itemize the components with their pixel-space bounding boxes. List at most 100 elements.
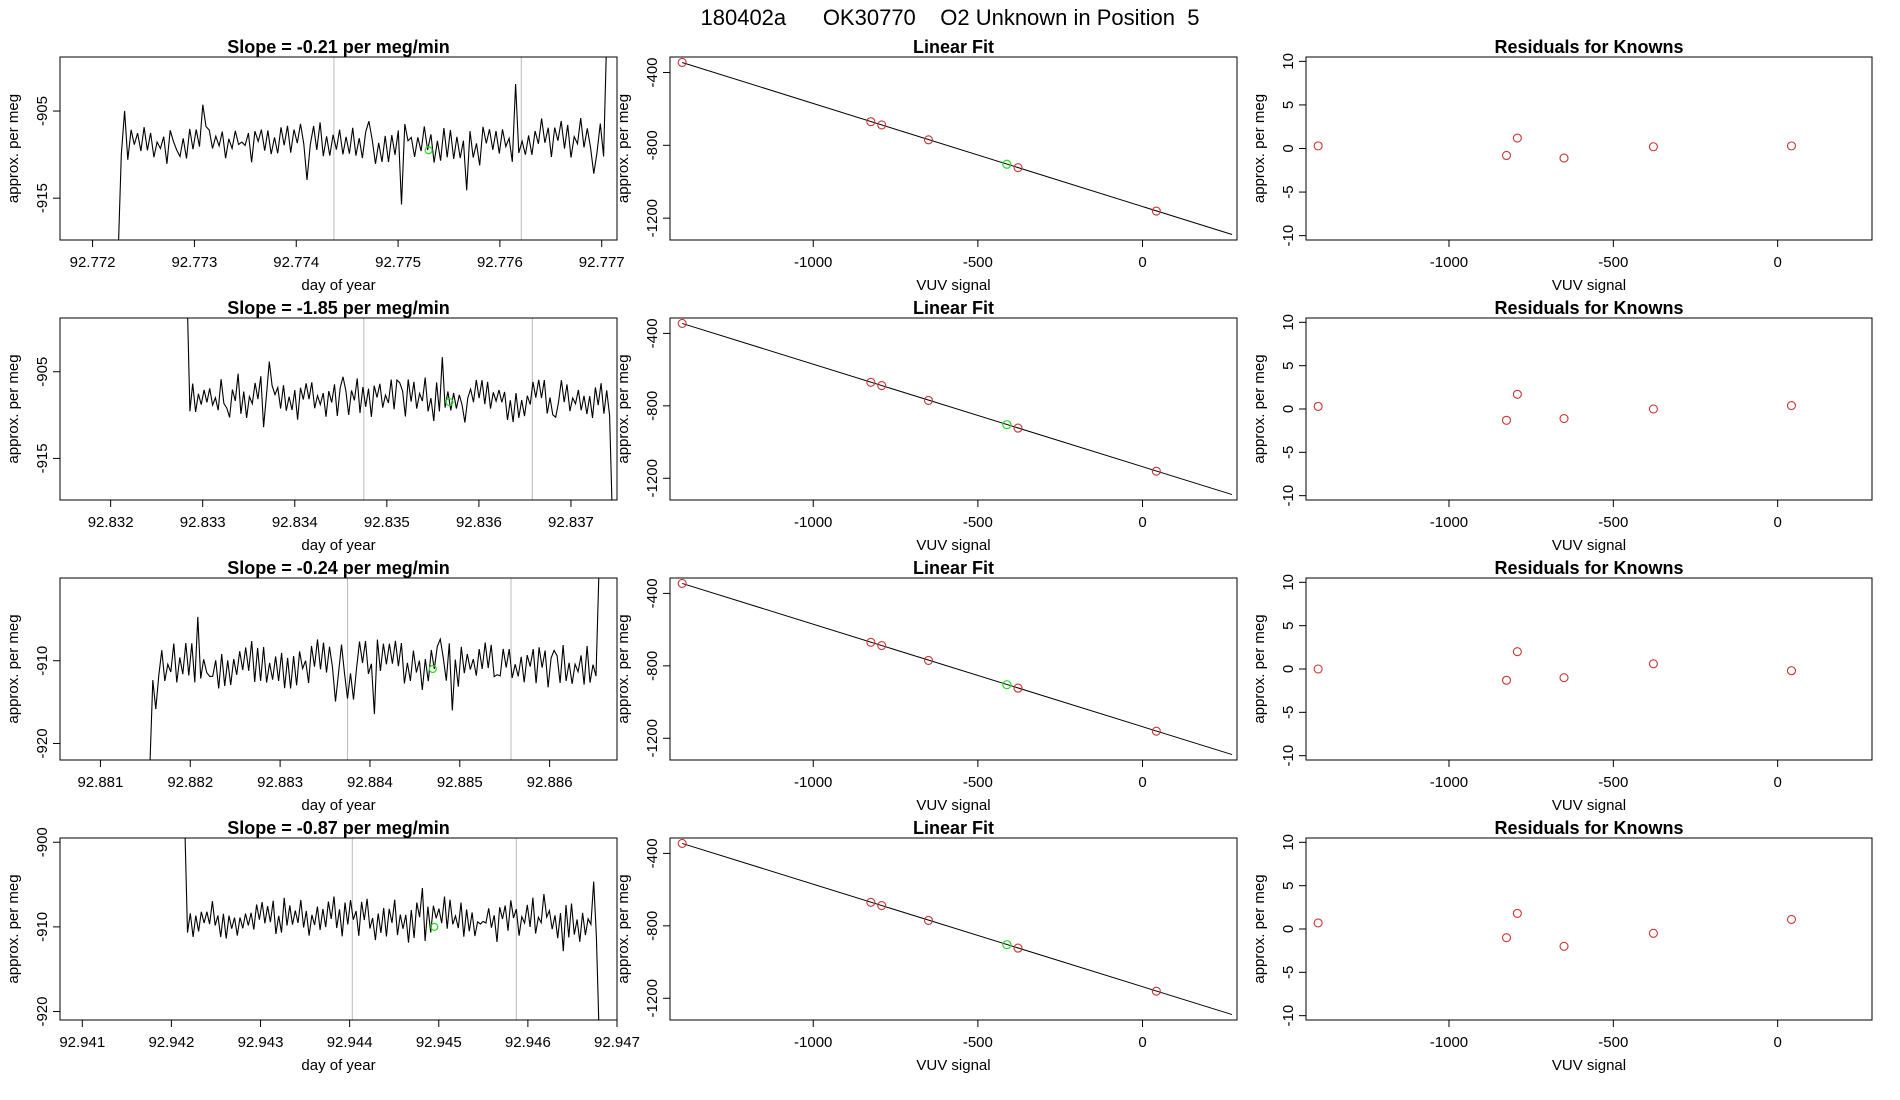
residuals-x-tick-label: -1000 <box>1430 254 1468 271</box>
residuals-x-axis-label: VUV signal <box>1552 1057 1626 1074</box>
timeseries-title: Slope = -1.85 per meg/min <box>227 298 450 318</box>
timeseries-y-tick-label: -920 <box>34 728 51 758</box>
timeseries-x-tick-label: 92.945 <box>416 1034 462 1051</box>
residuals-title: Residuals for Knowns <box>1494 818 1683 838</box>
known-point <box>877 120 887 130</box>
known-point <box>677 57 687 68</box>
unknown-point <box>424 146 433 155</box>
residuals-plot-frame <box>1305 56 1873 241</box>
timeseries-x-tick-label: 92.832 <box>88 514 134 531</box>
fit-line <box>682 322 1233 496</box>
timeseries-y-axis-label: approx. per meg <box>5 614 22 723</box>
residuals-y-tick-label: 5 <box>1280 621 1297 629</box>
linear-fit-y-tick-label: -1200 <box>644 979 661 1017</box>
linear-fit-x-tick-label: 0 <box>1138 1034 1146 1051</box>
timeseries-x-tick-label: 92.943 <box>238 1034 284 1051</box>
residuals-x-tick-label: 0 <box>1773 1034 1781 1051</box>
residual-point <box>1786 400 1797 411</box>
linear-fit-y-tick-label: -1200 <box>644 459 661 497</box>
timeseries-x-axis-label: day of year <box>301 537 375 554</box>
linear-fit-panel: Linear Fit VUV signal approx. per meg -1000… <box>615 37 1238 294</box>
residuals-x-tick-label: -500 <box>1598 1034 1628 1051</box>
timeseries-x-tick-label: 92.885 <box>437 774 483 791</box>
timeseries-y-axis-label: approx. per meg <box>5 354 22 463</box>
panel-grid: Slope = -0.21 per meg/min day of year appr… <box>5 37 1873 1074</box>
residuals-plot-frame <box>1305 577 1873 761</box>
linear-fit-x-axis-label: VUV signal <box>916 1057 990 1074</box>
linear-fit-y-tick-label: -800 <box>644 391 661 421</box>
linear-fit-y-tick-label: -1200 <box>644 199 661 237</box>
linear-fit-x-tick-label: -1000 <box>794 514 832 531</box>
timeseries-panel: Slope = -0.24 per meg/min day of year appr… <box>5 558 618 814</box>
residuals-y-tick-label: 0 <box>1280 405 1297 413</box>
linear-fit-x-tick-label: -500 <box>963 514 993 531</box>
residual-point <box>1313 664 1323 674</box>
linear-fit-title: Linear Fit <box>913 818 994 838</box>
residuals-y-tick-label: 10 <box>1280 314 1297 331</box>
timeseries-y-tick-label: -910 <box>34 646 51 676</box>
linear-fit-x-tick-label: -500 <box>963 774 993 791</box>
residual-point <box>1512 389 1522 399</box>
time-series-line <box>187 318 613 500</box>
timeseries-x-tick-label: 92.881 <box>77 774 123 791</box>
time-series-line <box>118 57 607 240</box>
timeseries-x-tick-label: 92.774 <box>273 254 319 271</box>
residuals-x-tick-label: 0 <box>1773 514 1781 531</box>
residual-point <box>1313 401 1323 411</box>
residual-point <box>1786 914 1797 925</box>
residuals-y-tick-label: 10 <box>1280 574 1297 591</box>
residuals-y-tick-label: -10 <box>1280 1005 1297 1027</box>
unknown-point <box>430 922 439 931</box>
timeseries-x-tick-label: 92.835 <box>364 514 410 531</box>
timeseries-x-tick-label: 92.777 <box>579 254 625 271</box>
linear-fit-plot-frame <box>669 56 1238 241</box>
known-point <box>677 318 687 328</box>
timeseries-y-tick-label: -910 <box>34 912 51 942</box>
timeseries-x-tick-label: 92.941 <box>59 1034 105 1051</box>
residuals-x-tick-label: -1000 <box>1430 1034 1468 1051</box>
residuals-y-tick-label: 5 <box>1280 101 1297 109</box>
timeseries-y-tick-label: -915 <box>34 443 51 473</box>
time-series-line <box>149 578 600 760</box>
residual-point <box>1648 659 1658 669</box>
known-point <box>1013 163 1023 173</box>
linear-fit-y-tick-label: -800 <box>644 651 661 681</box>
timeseries-y-tick-label: -905 <box>34 357 51 387</box>
residual-point <box>1786 666 1797 676</box>
residual-point <box>1648 142 1658 152</box>
unknown-point <box>428 664 437 674</box>
linear-fit-x-tick-label: -1000 <box>794 774 832 791</box>
known-point <box>677 578 687 588</box>
timeseries-x-tick-label: 92.884 <box>347 774 393 791</box>
known-point <box>866 377 876 387</box>
residuals-plot-frame <box>1305 317 1873 501</box>
linear-fit-x-tick-label: -1000 <box>794 254 832 271</box>
residuals-y-tick-label: -10 <box>1280 485 1297 507</box>
linear-fit-panel: Linear Fit VUV signal approx. per meg -1000… <box>615 818 1238 1074</box>
residuals-panel: Residuals for Knowns VUV signal approx. pe… <box>1251 558 1873 814</box>
time-series-line <box>184 838 600 1020</box>
known-point <box>866 117 876 127</box>
timeseries-x-tick-label: 92.837 <box>548 514 594 531</box>
timeseries-y-tick-label: -905 <box>34 96 51 126</box>
residuals-panel: Residuals for Knowns VUV signal approx. pe… <box>1251 37 1873 294</box>
timeseries-x-tick-label: 92.886 <box>527 774 573 791</box>
residuals-y-tick-label: 0 <box>1280 144 1297 152</box>
residuals-x-tick-label: 0 <box>1773 254 1781 271</box>
timeseries-y-axis-label: approx. per meg <box>5 94 22 203</box>
residuals-x-tick-label: 0 <box>1773 774 1781 791</box>
linear-fit-y-tick-label: -1200 <box>644 719 661 757</box>
residual-point <box>1559 941 1569 951</box>
residual-point <box>1512 647 1522 657</box>
timeseries-x-tick-label: 92.883 <box>257 774 303 791</box>
timeseries-panel: Slope = -1.85 per meg/min day of year appr… <box>5 298 618 554</box>
residuals-y-tick-label: 0 <box>1280 665 1297 673</box>
timeseries-plot-frame <box>59 317 618 501</box>
residuals-y-tick-label: -5 <box>1280 706 1297 719</box>
residual-point <box>1559 153 1569 163</box>
known-point <box>1013 943 1023 953</box>
known-point <box>1151 726 1161 736</box>
linear-fit-panel: Linear Fit VUV signal approx. per meg -1000… <box>615 298 1238 554</box>
known-point <box>866 637 876 647</box>
